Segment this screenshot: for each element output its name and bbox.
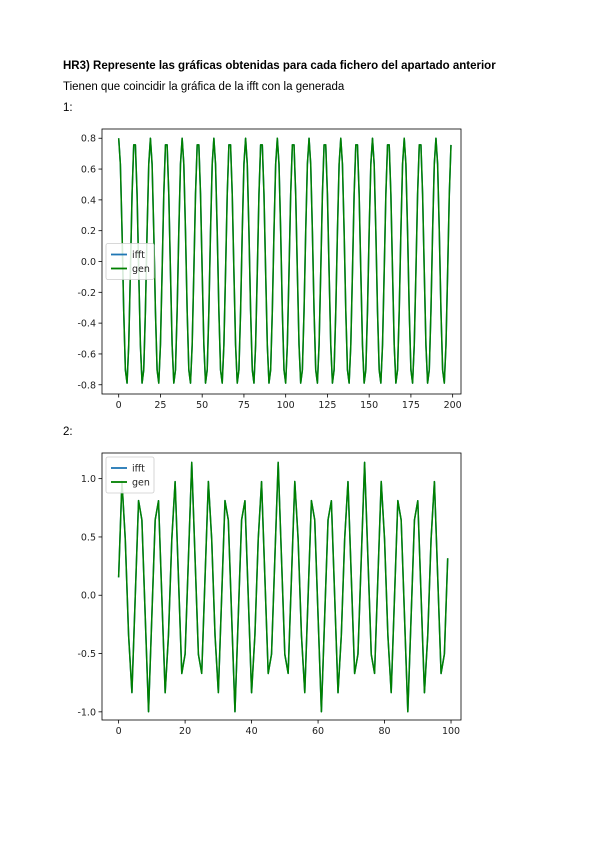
x-tick-label: 75 [238,400,250,411]
legend-label-ifft: ifft [132,464,145,475]
y-tick-label: 1.0 [81,474,96,485]
y-tick-label: -0.8 [77,380,96,391]
legend-box [105,456,155,494]
y-tick-label: 0.6 [81,165,96,176]
y-tick-label: -0.6 [77,349,96,360]
y-tick-label: 0.5 [81,532,96,543]
y-tick-label: 0.4 [81,195,96,206]
y-tick-label: -0.2 [77,288,96,299]
x-tick-label: 150 [360,400,378,411]
x-tick-label: 50 [196,400,208,411]
x-tick-label: 0 [116,726,122,737]
figure-1-label: 1: [63,102,73,114]
legend-box [105,243,155,280]
x-tick-label: 175 [402,400,420,411]
x-tick-label: 25 [154,400,166,411]
legend-label-ifft: ifft [132,250,145,261]
series-line-gen [117,461,449,713]
legend-label-gen: gen [132,264,150,275]
x-tick-label: 100 [442,726,460,737]
x-tick-label: 0 [116,400,122,411]
section-subheading: Tienen que coincidir la gráfica de la if… [63,81,345,93]
x-tick-label: 60 [312,726,324,737]
section-heading: HR3) Represente las gráficas obtenidas p… [63,60,496,72]
figure-2-label: 2: [63,426,73,438]
x-tick-label: 80 [378,726,390,737]
x-tick-label: 200 [444,400,462,411]
x-tick-label: 125 [318,400,336,411]
y-tick-label: -1.0 [77,707,96,718]
y-tick-label: 0.0 [81,591,96,602]
legend-label-gen: gen [132,478,150,489]
y-tick-label: 0.2 [81,226,96,237]
series-line-gen [117,137,452,384]
x-tick-label: 20 [179,726,191,737]
y-tick-label: 0.0 [81,257,96,268]
y-tick-label: -0.4 [77,319,96,330]
x-tick-label: 100 [277,400,295,411]
y-tick-label: 0.8 [81,134,96,145]
x-tick-label: 40 [246,726,258,737]
y-tick-label: -0.5 [77,649,96,660]
